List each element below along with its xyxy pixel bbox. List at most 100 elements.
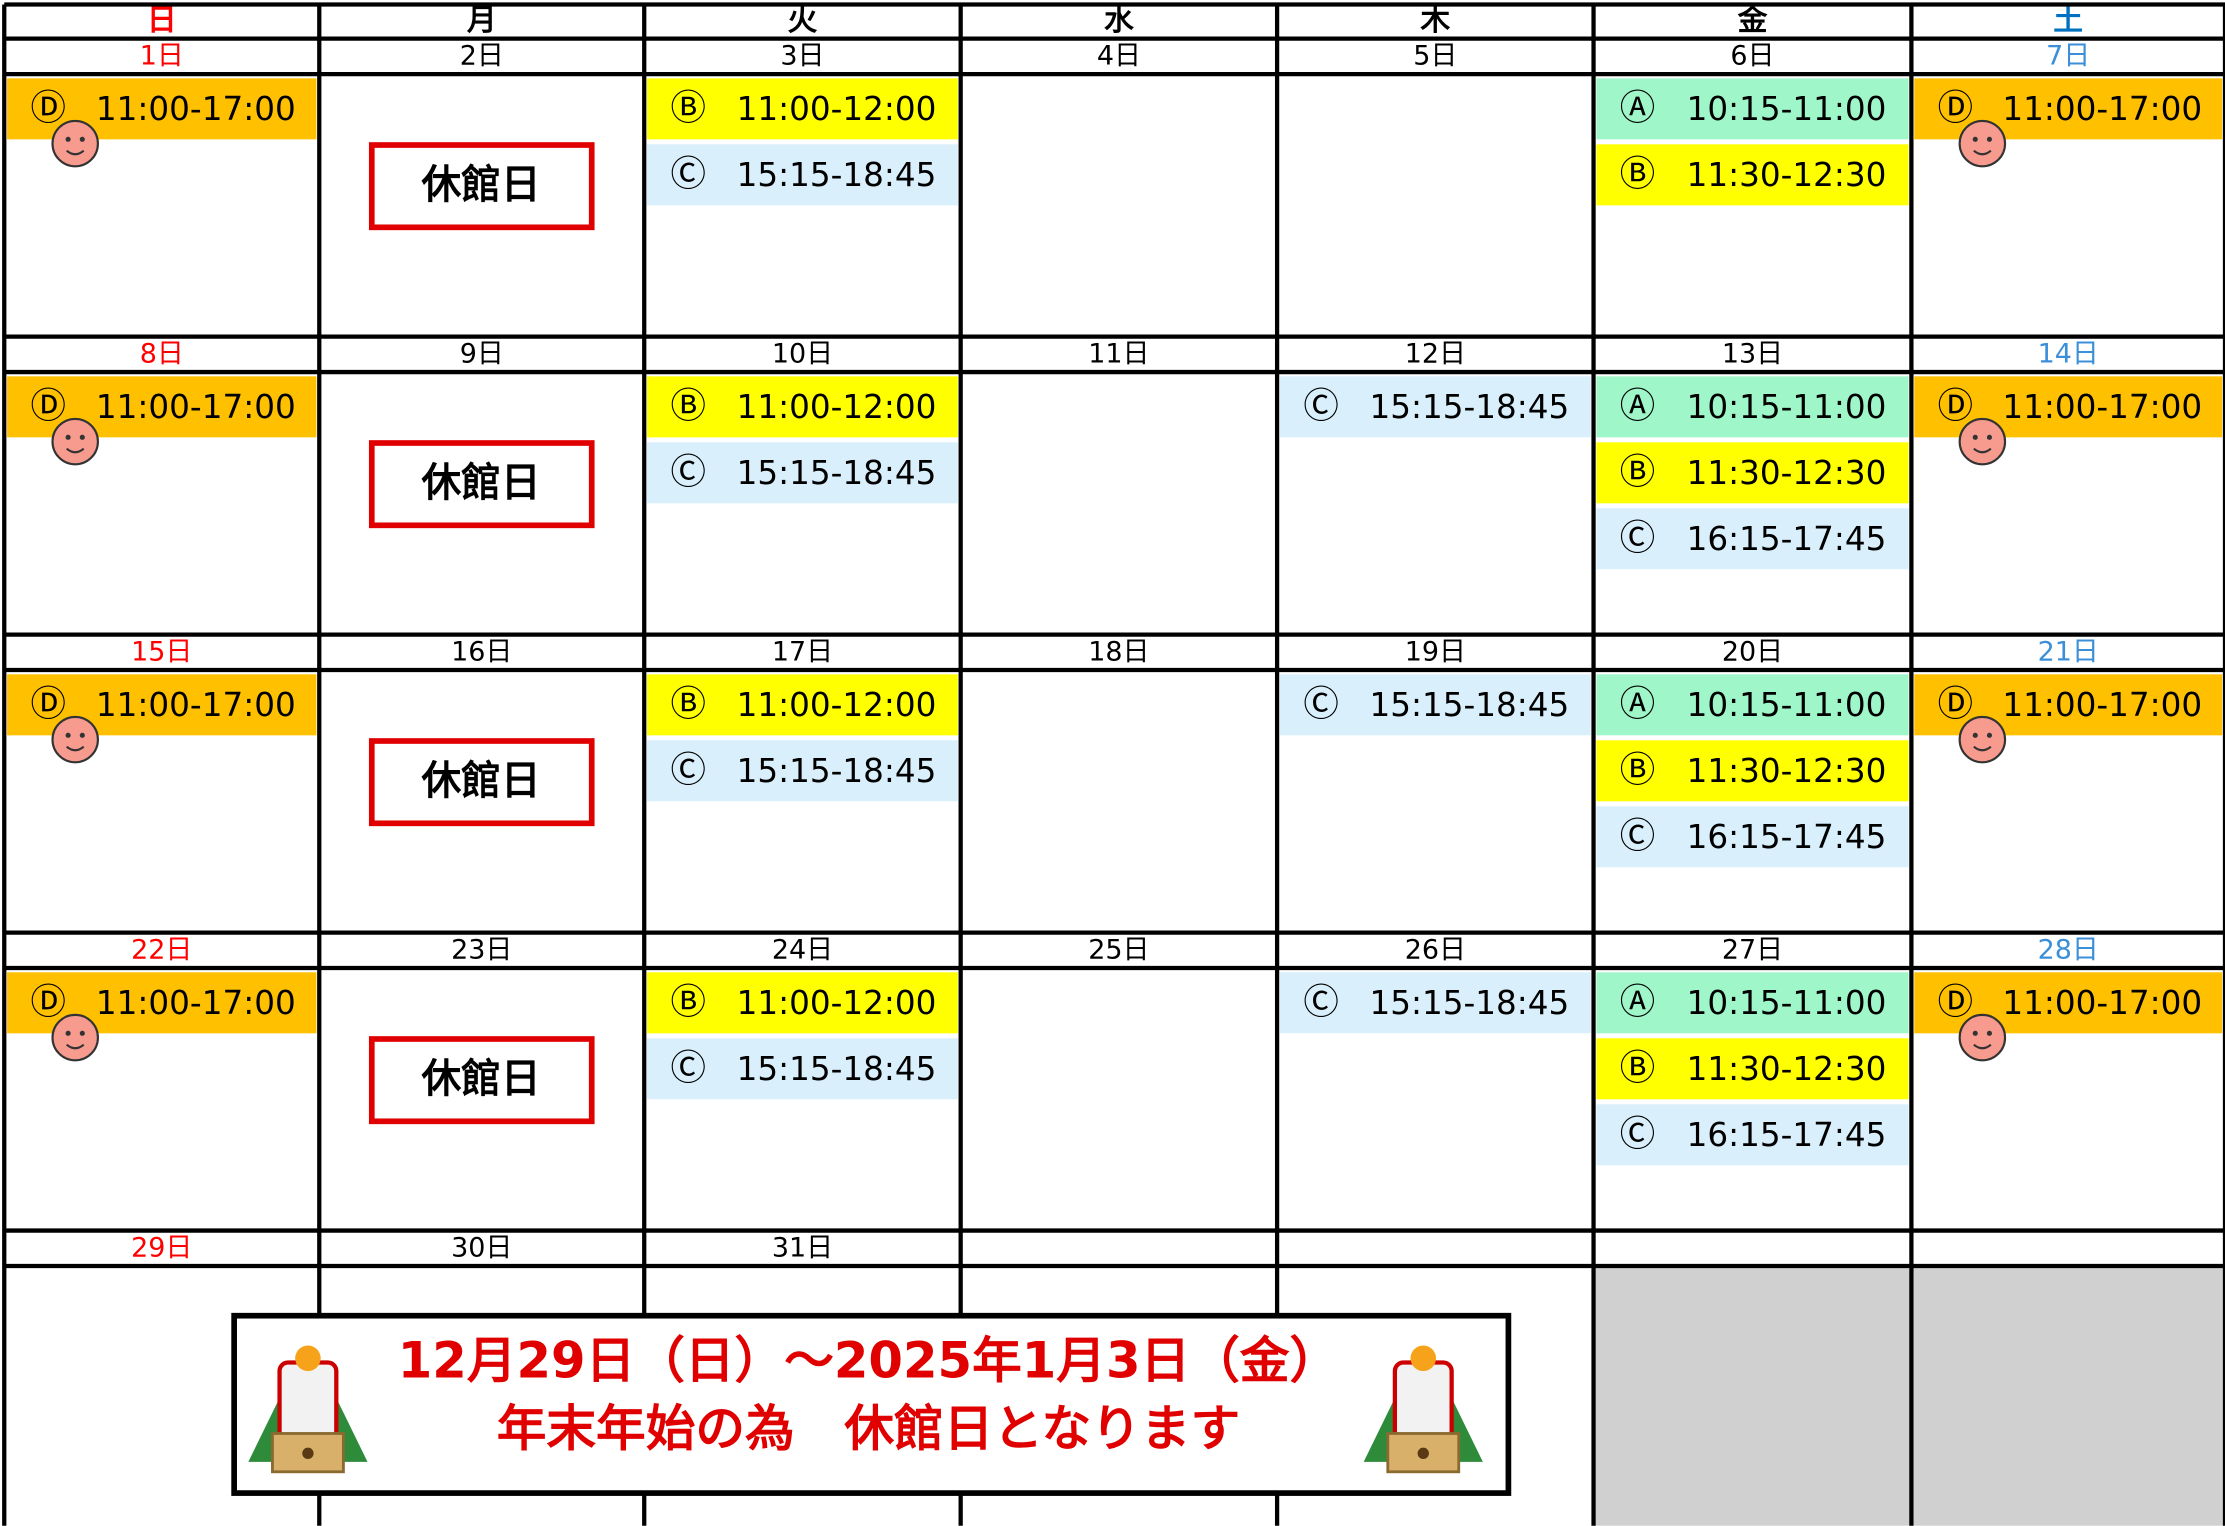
smiley-icon [1958, 417, 2007, 466]
weekday-label: 火 [788, 3, 818, 38]
smiley-eye [1972, 732, 1978, 738]
event-time: 11:00-12:00 [737, 686, 937, 724]
event-time: 15:15-18:45 [1369, 388, 1569, 426]
event-time: 15:15-18:45 [737, 156, 937, 194]
smiley-eye [79, 1030, 85, 1036]
base [1386, 1432, 1461, 1474]
smiley-face [1958, 417, 2007, 466]
empty-cell [1911, 1264, 2225, 1526]
orange [1410, 1345, 1437, 1372]
event-mark: Ⓑ [1620, 154, 1655, 195]
date-label: 2日 [460, 41, 504, 72]
kadomatsu-icon [248, 1345, 368, 1474]
smiley-icon [51, 1013, 99, 1062]
date-label: 18日 [1088, 637, 1149, 668]
kadomatsu-icon [1363, 1345, 1483, 1474]
smiley-eye [79, 434, 85, 440]
event-time: 11:00-17:00 [2002, 90, 2202, 128]
date-label: 15日 [131, 637, 192, 668]
event-band [647, 740, 958, 802]
event-time: 11:00-12:00 [737, 388, 937, 426]
event-mark: Ⓓ [31, 982, 66, 1023]
event-time: 15:15-18:45 [737, 454, 937, 492]
smiley-face [51, 417, 99, 466]
event-band [1279, 674, 1591, 736]
event-band [647, 376, 958, 438]
event-time: 15:15-18:45 [737, 1050, 937, 1088]
smiley-eye [1986, 1030, 1992, 1036]
smiley-mouth [66, 745, 85, 752]
event-time: 10:15-11:00 [1687, 388, 1887, 426]
event-mark: Ⓑ [670, 386, 705, 427]
event-band [647, 442, 958, 504]
banner-line: 年末年始の為 休館日となります [497, 1400, 1240, 1458]
date-label: 27日 [1722, 935, 1783, 966]
smiley-eye [1972, 434, 1978, 440]
event-time: 11:30-12:30 [1687, 156, 1887, 194]
event-band [647, 674, 958, 736]
smiley-icon [1958, 715, 2007, 764]
event-mark: Ⓓ [1938, 88, 1973, 129]
closed-box [368, 440, 595, 529]
closed-box [368, 1036, 595, 1125]
event-mark: Ⓑ [1620, 452, 1655, 493]
date-label: 22日 [131, 935, 192, 966]
date-label: 28日 [2038, 935, 2099, 966]
weekday-label: 水 [1104, 3, 1134, 38]
date-label: 9日 [460, 339, 504, 370]
smiley-eye [1986, 732, 1992, 738]
date-label: 21日 [2038, 637, 2099, 668]
smiley-eye [65, 136, 71, 142]
smiley-mouth [66, 447, 85, 454]
banner-line: 12月29日（日）～2025年1月3日（金） [398, 1331, 1339, 1389]
event-mark: Ⓒ [670, 154, 705, 195]
event-band [1596, 740, 1909, 802]
event-time: 11:30-12:30 [1687, 1050, 1887, 1088]
smiley-eye [65, 434, 71, 440]
event-band [1596, 508, 1909, 570]
date-label: 4日 [1097, 41, 1141, 72]
date-label: 30日 [451, 1233, 512, 1264]
event-time: 10:15-11:00 [1687, 686, 1887, 724]
date-label: 3日 [780, 41, 824, 72]
event-mark: Ⓑ [670, 88, 705, 129]
event-band [1596, 376, 1909, 438]
smiley-mouth [1973, 1043, 1992, 1050]
event-mark: Ⓐ [1620, 88, 1655, 129]
smiley-eye [79, 136, 85, 142]
date-label: 24日 [772, 935, 833, 966]
event-mark: Ⓒ [1303, 982, 1338, 1023]
smiley-face [1958, 715, 2007, 764]
event-mark: Ⓑ [670, 684, 705, 725]
event-time: 11:00-17:00 [96, 984, 296, 1022]
event-band [1279, 972, 1591, 1034]
smiley-face [1958, 119, 2007, 168]
event-mark: Ⓓ [1938, 386, 1973, 427]
event-time: 11:00-17:00 [2002, 686, 2202, 724]
event-time: 15:15-18:45 [737, 752, 937, 790]
event-mark: Ⓒ [1620, 518, 1655, 559]
date-label: 5日 [1413, 41, 1457, 72]
event-mark: Ⓐ [1620, 386, 1655, 427]
date-label: 23日 [451, 935, 512, 966]
event-time: 15:15-18:45 [1369, 686, 1569, 724]
event-band [647, 78, 958, 140]
event-mark: Ⓑ [1620, 1048, 1655, 1089]
date-label: 14日 [2038, 339, 2099, 370]
closed-label: 休館日 [420, 460, 540, 506]
smiley-eye [79, 732, 85, 738]
date-label: 25日 [1088, 935, 1149, 966]
date-label: 10日 [772, 339, 833, 370]
event-mark: Ⓓ [1938, 982, 1973, 1023]
event-band [1596, 972, 1909, 1034]
event-time: 11:00-12:00 [737, 984, 937, 1022]
date-label: 20日 [1722, 637, 1783, 668]
event-mark: Ⓒ [670, 452, 705, 493]
smiley-eye [65, 1030, 71, 1036]
smiley-icon [51, 715, 99, 764]
weekday-label: 金 [1737, 3, 1768, 38]
date-label: 31日 [772, 1233, 833, 1264]
date-label: 17日 [772, 637, 833, 668]
event-band [1596, 144, 1909, 206]
